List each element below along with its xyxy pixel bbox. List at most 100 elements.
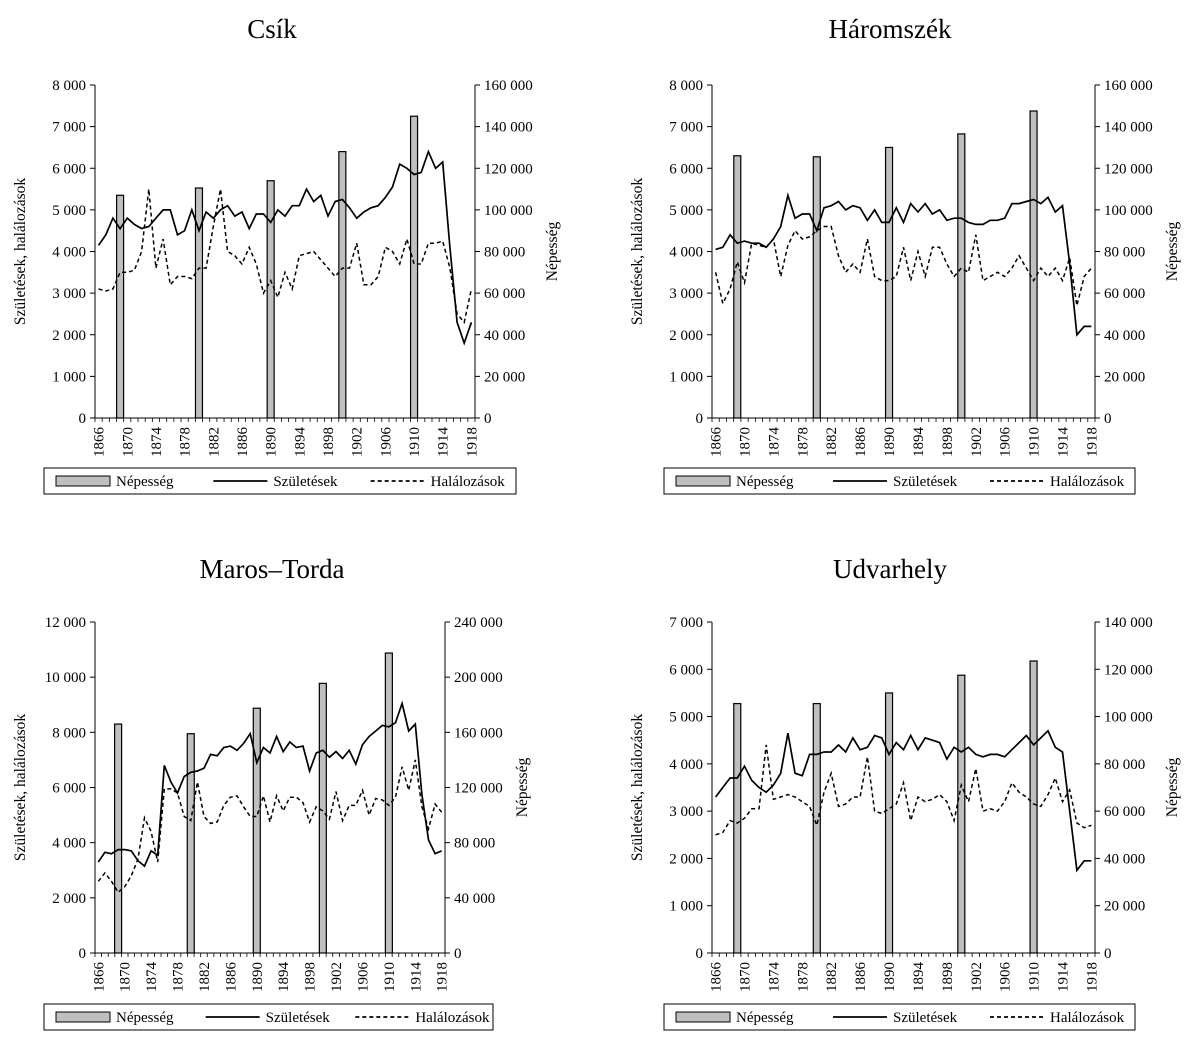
x-tick-label: 1878	[795, 962, 811, 992]
legend-label: Népesség	[116, 474, 174, 490]
legend-swatch-population	[55, 475, 111, 487]
right-axis-title: Népesség	[544, 222, 561, 282]
legend-swatch-population	[55, 1011, 111, 1023]
left-tick-label: 2 000	[52, 891, 86, 907]
population-bar	[884, 692, 894, 954]
left-tick-label: 12 000	[45, 615, 86, 631]
births-line	[715, 192, 1092, 337]
right-tick-label: 100 000	[1104, 710, 1153, 726]
left-axis-title: Születések, halálozások	[629, 178, 646, 325]
right-tick-label: 80 000	[1104, 757, 1145, 773]
right-axis-title: Népesség	[1164, 758, 1181, 818]
right-tick-label: 100 000	[1104, 203, 1153, 219]
x-tick-label: 1910	[1027, 962, 1043, 992]
population-bar	[957, 674, 966, 954]
x-tick-label: 1894	[911, 962, 927, 993]
x-tick-label: 1882	[197, 962, 213, 992]
legend-box	[663, 1003, 1136, 1031]
right-tick-label: 120 000	[484, 161, 533, 177]
right-tick-label: 160 000	[1104, 78, 1153, 94]
x-tick-label: 1918	[435, 962, 451, 992]
x-tick-label: 1910	[382, 962, 398, 992]
population-bar	[252, 707, 261, 954]
x-tick-label: 1866	[91, 962, 107, 993]
x-tick-label: 1878	[795, 427, 811, 457]
left-tick-label: 8 000	[52, 78, 86, 94]
left-tick-label: 4 000	[52, 245, 86, 261]
left-tick-label: 1 000	[669, 899, 703, 915]
x-tick-label: 1906	[355, 962, 371, 993]
legend: Népesség Születések Halálozások	[43, 467, 517, 495]
chart-4: Udvarhely 0 1 000 2 000 3 000 4 000 5 000 6 000…	[629, 554, 1181, 1031]
right-tick-label: 120 000	[454, 781, 503, 797]
x-tick-label: 1882	[824, 427, 840, 457]
left-axis-title: Születések, halálozások	[12, 178, 29, 325]
left-tick-label: 2 000	[52, 328, 86, 344]
x-tick-label: 1866	[92, 427, 108, 458]
legend-label: Halálozások	[431, 474, 506, 490]
right-tick-label: 0	[1104, 411, 1112, 427]
x-tick-label: 1874	[766, 962, 782, 993]
right-tick-label: 140 000	[1104, 120, 1153, 136]
x-tick-label: 1906	[378, 427, 394, 458]
left-tick-label: 1 000	[669, 369, 703, 385]
left-tick-label: 6 000	[52, 161, 86, 177]
right-tick-label: 60 000	[484, 286, 525, 302]
left-tick-label: 5 000	[52, 203, 86, 219]
left-tick-label: 6 000	[669, 161, 703, 177]
legend-label: Halálozások	[1050, 1010, 1125, 1026]
left-tick-label: 1 000	[52, 369, 86, 385]
right-tick-label: 20 000	[1104, 899, 1145, 915]
legend-box	[43, 467, 517, 495]
x-tick-label: 1870	[118, 962, 134, 992]
x-tick-label: 1882	[206, 427, 222, 457]
left-tick-label: 2 000	[669, 328, 703, 344]
legend-label: Népesség	[116, 1010, 174, 1026]
x-tick-label: 1914	[1055, 962, 1071, 993]
population-bar	[884, 146, 894, 419]
population-bar	[812, 156, 821, 419]
legend: Népesség Születések Halálozások	[663, 467, 1136, 495]
left-tick-label: 7 000	[52, 120, 86, 136]
left-tick-label: 0	[696, 411, 704, 427]
x-tick-label: 1910	[407, 427, 423, 457]
left-axis-title: Születések, halálozások	[629, 714, 646, 861]
x-tick-label: 1890	[250, 962, 266, 992]
population-bar	[114, 723, 123, 954]
births-line	[97, 149, 473, 346]
chart-1: Csík 0 1 000 2 000 3 000 4 000 5 000 6 000 7 000…	[12, 14, 561, 495]
x-tick-label: 1866	[709, 427, 725, 458]
left-tick-label: 5 000	[669, 710, 703, 726]
right-tick-label: 80 000	[454, 836, 495, 852]
population-bar	[318, 682, 327, 954]
right-tick-label: 160 000	[484, 78, 533, 94]
chart-title: Háromszék	[829, 14, 952, 44]
legend-swatch-population	[675, 475, 731, 487]
population-bar	[957, 133, 966, 419]
left-tick-label: 6 000	[52, 781, 86, 797]
left-tick-label: 4 000	[669, 245, 703, 261]
legend-label: Születések	[266, 1010, 331, 1026]
legend: Népesség Születések Halálozások	[43, 1003, 494, 1031]
right-tick-label: 40 000	[1104, 851, 1145, 867]
chart-3: Maros–Torda 0 2 000 4 000 6 000 8 000 10 000 12…	[12, 554, 531, 1031]
x-tick-label: 1878	[178, 427, 194, 457]
right-tick-label: 120 000	[1104, 662, 1153, 678]
population-bar	[733, 155, 742, 419]
right-tick-label: 40 000	[1104, 328, 1145, 344]
x-tick-label: 1894	[911, 427, 927, 458]
x-tick-label: 1890	[882, 427, 898, 457]
x-tick-label: 1902	[329, 962, 345, 992]
legend-box	[43, 1003, 494, 1031]
left-tick-label: 5 000	[669, 203, 703, 219]
left-tick-label: 0	[79, 946, 87, 962]
legend-label: Népesség	[736, 474, 794, 490]
right-tick-label: 0	[484, 411, 492, 427]
x-tick-label: 1914	[408, 962, 424, 993]
births-line	[714, 729, 1092, 873]
x-tick-label: 1886	[223, 962, 239, 993]
right-tick-label: 240 000	[454, 615, 503, 631]
x-tick-label: 1894	[276, 962, 292, 993]
x-tick-label: 1894	[292, 427, 308, 458]
